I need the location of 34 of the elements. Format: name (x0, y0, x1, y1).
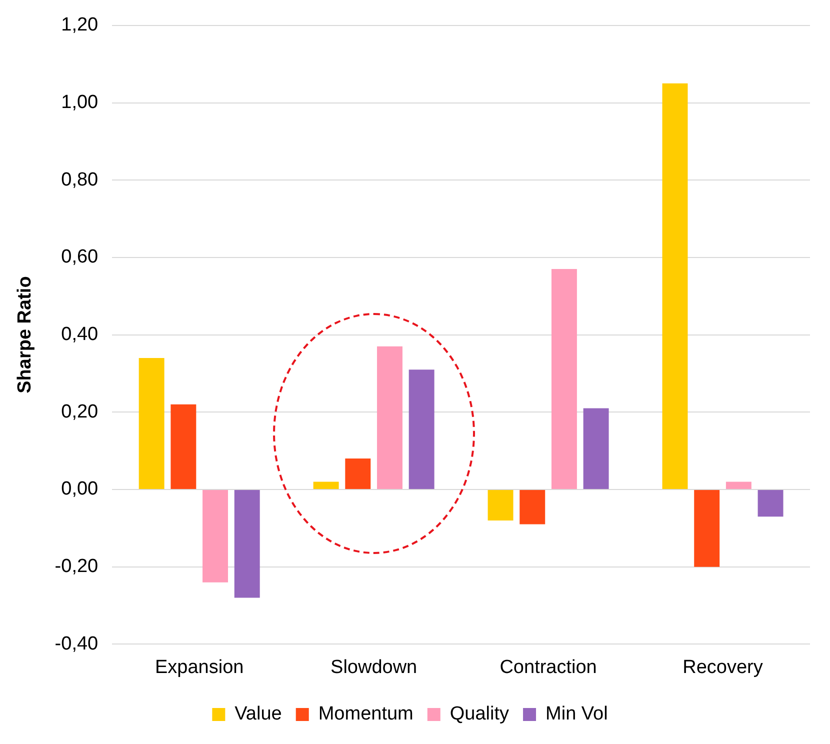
bar (488, 490, 514, 520)
y-tick-label: 0,00 (61, 478, 98, 500)
bar (138, 358, 164, 489)
bar (758, 490, 784, 517)
x-tick-label: Expansion (154, 656, 244, 678)
bar (520, 490, 546, 524)
y-tick-label: 0,60 (61, 246, 98, 268)
bar (234, 490, 260, 598)
y-tick-label: 1,00 (61, 92, 98, 113)
x-tick-label: Slowdown (330, 656, 418, 678)
bar (170, 404, 196, 489)
bar (202, 490, 228, 582)
bar (583, 408, 609, 489)
bar (377, 346, 402, 489)
legend-label: Value (234, 704, 282, 725)
x-tick-label: Recovery (682, 656, 764, 678)
bar (408, 370, 434, 489)
bar (662, 83, 688, 489)
bar (551, 269, 577, 489)
x-tick-label: Contraction (500, 656, 597, 678)
legend-label: Momentum (318, 704, 414, 725)
y-tick-label: -0,20 (54, 556, 98, 578)
bar (313, 482, 339, 489)
legend-label: Quality (450, 704, 510, 725)
legend-label: Min Vol (546, 704, 608, 725)
y-axis-title: Sharpe Ratio (14, 276, 36, 394)
y-tick-label: 0,40 (61, 324, 98, 346)
y-tick-label: -0,40 (54, 633, 98, 654)
y-tick-label: 1,20 (61, 14, 98, 36)
y-tick-label: 0,20 (61, 401, 98, 422)
bar (726, 482, 752, 489)
bar (345, 458, 371, 489)
y-tick-label: 0,80 (61, 169, 98, 190)
bar (694, 490, 720, 567)
